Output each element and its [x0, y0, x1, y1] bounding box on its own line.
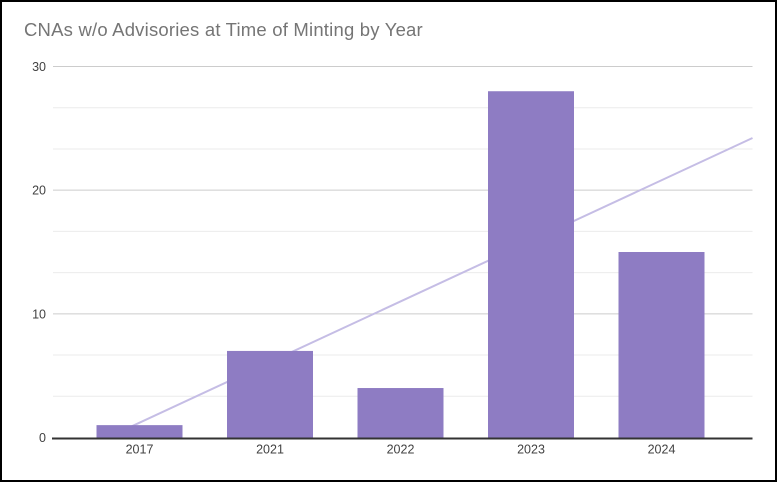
- y-axis-tick-label: 20: [32, 184, 46, 198]
- x-axis-tick-label: 2024: [648, 443, 676, 457]
- x-axis-tick-label: 2017: [126, 443, 154, 457]
- x-axis-tick-label: 2021: [256, 443, 284, 457]
- y-axis-tick-label: 10: [32, 307, 46, 321]
- bar-2017: [96, 425, 183, 438]
- bar-2022: [357, 388, 444, 438]
- x-axis-tick-label: 2023: [517, 443, 545, 457]
- x-axis-tick-label: 2022: [387, 443, 415, 457]
- bar-2023: [488, 91, 574, 438]
- y-axis-tick-label: 0: [39, 431, 46, 445]
- trendline: [107, 137, 753, 439]
- bar-2021: [227, 350, 313, 438]
- bar-2024: [618, 252, 705, 438]
- y-axis-tick-label: 30: [32, 60, 46, 74]
- chart-title: CNAs w/o Advisories at Time of Minting b…: [24, 19, 423, 40]
